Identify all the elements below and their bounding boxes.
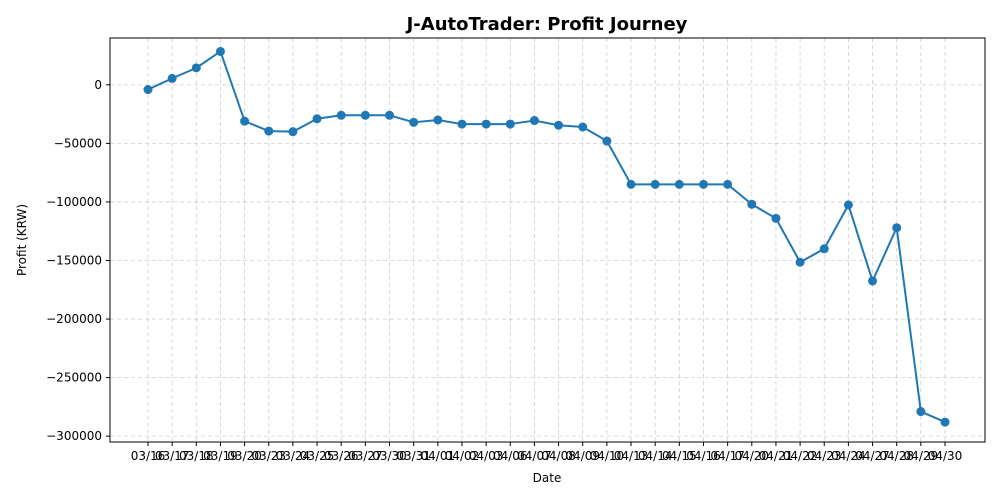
x-tick-label: 04/01 (421, 449, 456, 463)
data-point (360, 110, 370, 120)
data-point (529, 116, 539, 126)
x-tick-label: 04/24 (831, 449, 866, 463)
data-point (336, 110, 346, 120)
series-line (147, 50, 946, 424)
data-point (771, 213, 781, 223)
x-tick-label: 03/27 (348, 449, 383, 463)
data-point (409, 117, 419, 127)
x-tick-label: 04/16 (686, 449, 721, 463)
data-point (674, 179, 684, 189)
x-tick-label: 04/17 (710, 449, 745, 463)
x-tick-label: 04/29 (904, 449, 939, 463)
x-tick-label: 03/20 (227, 449, 262, 463)
x-tick-label: 04/30 (928, 449, 963, 463)
chart-title: J-AutoTrader: Profit Journey (405, 14, 688, 35)
data-point (312, 114, 322, 124)
y-tick-label: −150000 (46, 253, 102, 267)
x-tick-label: 03/23 (251, 449, 286, 463)
x-tick-label: 04/08 (541, 449, 576, 463)
x-tick-label: 03/30 (372, 449, 407, 463)
x-tick-label: 04/14 (638, 449, 673, 463)
x-tick-label: 04/27 (855, 449, 890, 463)
data-point (554, 120, 564, 130)
y-tick-label: 0 (94, 78, 102, 92)
x-tick-label: 04/22 (783, 449, 818, 463)
x-tick-label: 04/06 (493, 449, 528, 463)
data-point (288, 127, 298, 137)
data-point (433, 115, 443, 125)
x-tick-label: 03/17 (155, 449, 190, 463)
x-tick-label: 04/23 (807, 449, 842, 463)
data-point (626, 179, 636, 189)
data-point (650, 179, 660, 189)
x-tick-label: 03/19 (203, 449, 238, 463)
x-tick-label: 04/07 (517, 449, 552, 463)
data-point (578, 122, 588, 132)
y-tick-label: −200000 (46, 312, 102, 326)
data-point (698, 179, 708, 189)
y-axis-ticks: 0 −50000 −100000 −150000 −200000 −250000 −3000… (46, 78, 110, 443)
y-tick-label: −100000 (46, 195, 102, 209)
data-point (795, 257, 805, 267)
x-tick-label: 03/25 (300, 449, 335, 463)
x-axis-ticks: 03/1603/1703/1803/1903/2003/2303/2403/25… (131, 442, 963, 463)
x-tick-label: 03/16 (131, 449, 166, 463)
data-point (264, 126, 274, 136)
series-line-group (147, 50, 946, 424)
x-tick-label: 03/31 (396, 449, 431, 463)
grid (110, 38, 985, 442)
data-point (602, 136, 612, 146)
y-tick-label: −300000 (46, 429, 102, 443)
y-tick-label: −250000 (46, 371, 102, 385)
data-point (916, 407, 926, 417)
plot-frame (109, 37, 986, 443)
x-tick-label: 04/09 (565, 449, 600, 463)
x-tick-label: 04/21 (759, 449, 794, 463)
x-tick-label: 03/26 (324, 449, 359, 463)
data-point (723, 179, 733, 189)
y-axis-label: Profit (KRW) (15, 204, 29, 276)
data-point (892, 223, 902, 233)
x-tick-label: 04/03 (469, 449, 504, 463)
y-tick-label: −50000 (54, 136, 102, 150)
x-axis-label: Date (533, 471, 562, 485)
data-point (215, 46, 225, 56)
x-tick-label: 04/02 (445, 449, 480, 463)
data-point (843, 200, 853, 210)
x-tick-label: 04/20 (734, 449, 769, 463)
data-point (143, 85, 153, 95)
data-point (191, 63, 201, 73)
data-point (481, 119, 491, 129)
x-tick-label: 04/13 (614, 449, 649, 463)
data-point (385, 110, 395, 120)
data-point (819, 244, 829, 254)
x-tick-label: 04/10 (590, 449, 625, 463)
x-tick-label: 03/18 (179, 449, 214, 463)
data-point (457, 119, 467, 129)
data-point (505, 119, 515, 129)
data-point (167, 73, 177, 83)
data-point (747, 199, 757, 209)
data-points (143, 46, 950, 427)
x-tick-label: 04/15 (662, 449, 697, 463)
data-point (940, 417, 950, 427)
data-point (868, 276, 878, 286)
x-tick-label: 03/24 (276, 449, 311, 463)
x-tick-label: 04/28 (879, 449, 914, 463)
data-point (240, 116, 250, 126)
